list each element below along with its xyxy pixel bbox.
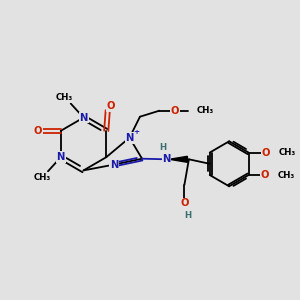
Text: N: N <box>79 112 88 123</box>
Text: O: O <box>180 198 189 208</box>
Text: CH₃: CH₃ <box>278 170 295 179</box>
Text: O: O <box>261 170 269 180</box>
Text: CH₃: CH₃ <box>33 173 51 182</box>
Text: +: + <box>133 129 139 135</box>
Text: CH₃: CH₃ <box>278 148 296 157</box>
Text: CH₃: CH₃ <box>56 93 74 102</box>
Text: O: O <box>262 148 270 158</box>
Text: N: N <box>57 152 65 162</box>
Text: H: H <box>184 212 191 220</box>
Text: O: O <box>106 101 115 111</box>
Polygon shape <box>169 156 188 162</box>
Text: H: H <box>159 143 167 152</box>
Text: CH₃: CH₃ <box>196 106 214 115</box>
Text: O: O <box>34 126 42 136</box>
Text: N: N <box>110 160 118 170</box>
Text: O: O <box>171 106 179 116</box>
Text: N: N <box>125 133 134 143</box>
Text: N: N <box>162 154 171 164</box>
